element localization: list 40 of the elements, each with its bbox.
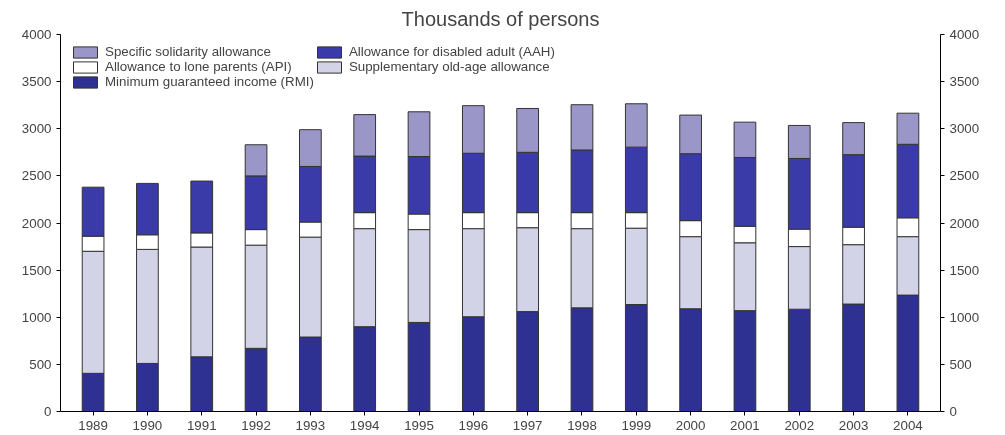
y-tick-label: 0: [44, 404, 52, 419]
y2-tick-label: 500: [949, 356, 972, 372]
x-tick-label: 2004: [893, 417, 924, 433]
legend-label: Allowance for disabled adult (AAH): [348, 44, 555, 59]
x-tick-label: 2000: [675, 417, 706, 433]
y2-tick-label: 0: [949, 404, 957, 419]
x-tick-label: 1998: [567, 417, 597, 433]
x-tick-label: 1996: [458, 417, 489, 433]
x-tick-label: 1991: [186, 417, 217, 433]
x-tick-label: 1989: [78, 417, 108, 433]
x-tick-label: 1993: [295, 417, 326, 433]
x-tick-label: 1999: [621, 417, 652, 433]
legend-label: Minimum guaranteed income (RMI): [105, 74, 314, 89]
y2-tick-label: 3500: [949, 74, 980, 90]
legend-label: Specific solidarity allowance: [105, 44, 271, 59]
y2-tick-label: 1000: [949, 309, 980, 325]
y2-tick-label: 1500: [949, 262, 980, 278]
y-tick-label: 1500: [21, 262, 52, 278]
y-tick-label: 3000: [21, 121, 52, 137]
x-tick-label: 1995: [404, 417, 434, 433]
x-tick-label: 1997: [512, 417, 543, 433]
y2-tick-label: 4000: [949, 27, 980, 42]
y-tick-label: 1000: [21, 309, 52, 325]
y-tick-label: 2500: [21, 168, 52, 184]
y2-tick-label: 2000: [949, 215, 980, 231]
legend-label: Supplementary old-age allowance: [348, 59, 550, 74]
y-tick-label: 4000: [21, 27, 52, 42]
x-tick-label: 1994: [349, 417, 381, 433]
y2-tick-label: 3000: [949, 121, 980, 137]
x-tick-label: 2002: [784, 417, 815, 433]
x-tick-label: 1990: [132, 417, 163, 433]
x-tick-label: 2003: [838, 417, 869, 433]
chart-title: Thousands of persons: [401, 7, 600, 30]
y-tick-label: 3500: [21, 74, 52, 90]
y-tick-label: 500: [29, 356, 52, 372]
y-tick-label: 2000: [21, 215, 52, 231]
x-tick-label: 1992: [241, 417, 271, 433]
y2-tick-label: 2500: [949, 168, 980, 184]
x-tick-label: 2001: [730, 417, 760, 433]
legend-label: Allowance to lone parents (API): [105, 59, 292, 74]
